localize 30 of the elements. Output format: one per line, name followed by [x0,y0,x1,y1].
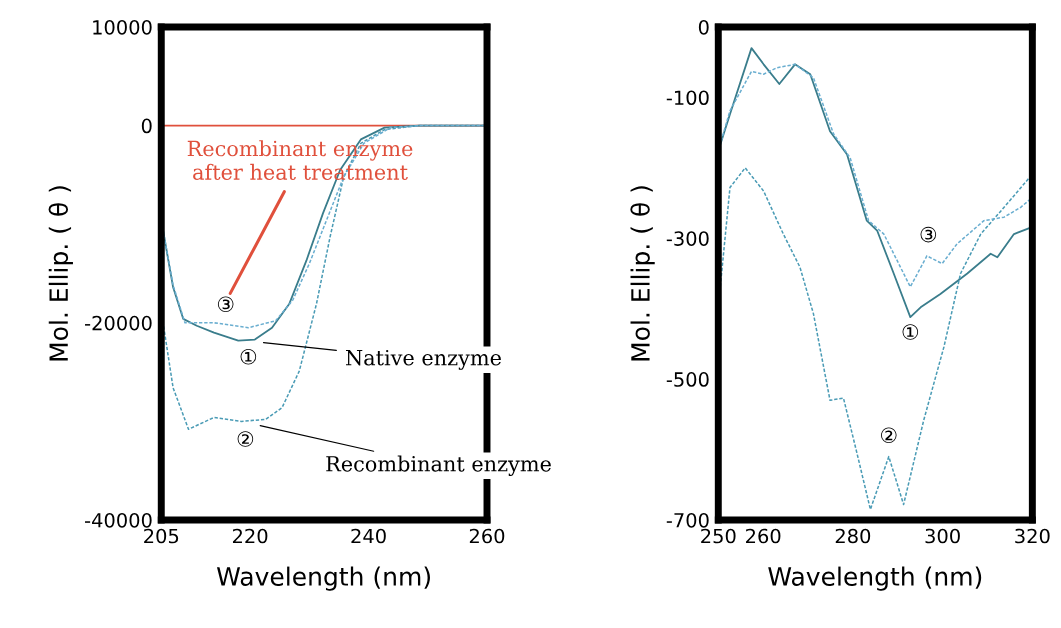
x-axis-title: Wavelength (nm) [216,566,430,591]
x-tick-label: 280 [835,528,871,544]
x-tick-label: 205 [144,528,179,544]
y-tick-label: -40000 [85,512,152,528]
y-tick-label: 10000 [93,19,152,35]
annotation: ③ [920,226,937,243]
x-tick-label: 320 [1015,528,1050,544]
x-tick-label: 260 [746,528,781,544]
annotation: ① [240,348,257,365]
y-axis-title: Mol. Ellip. ( θ ) [630,186,655,361]
annotation: ② [880,427,897,444]
y-tick-label: 0 [698,19,709,35]
y-axis-title: Mol. Ellip. ( θ ) [48,186,73,361]
x-tick-label: 240 [351,528,386,544]
y-tick-label: -20000 [85,315,152,331]
x-tick-label: 300 [925,528,960,544]
annotation: Native enzyme [346,349,501,370]
y-tick-label: -100 [666,90,709,106]
x-tick-label: 250 [701,528,736,544]
y-tick-label: -700 [666,512,709,528]
annotation: ③ [217,296,234,313]
y-tick-label: -500 [666,372,709,387]
x-tick-label: 220 [232,528,268,544]
x-axis-title: Wavelength (nm) [768,566,982,591]
x-tick-label: 260 [469,528,505,544]
y-tick-label: -300 [666,231,709,246]
y-tick-label: 0 [141,118,152,134]
annotation: ② [237,431,254,447]
annotation: ① [902,324,919,340]
annotation: Recombinant enzyme [326,455,551,476]
